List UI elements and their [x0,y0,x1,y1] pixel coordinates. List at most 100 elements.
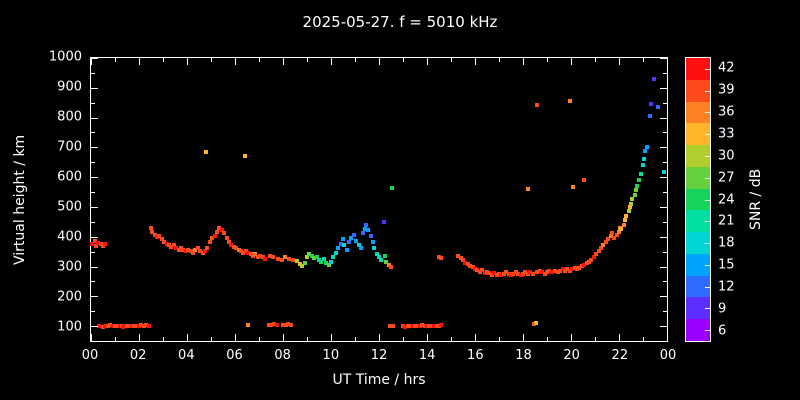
y-tick-label: 100 [57,319,82,335]
data-point [127,323,132,328]
y-tick-label: 200 [57,289,82,305]
colorbar-tick-label: 39 [718,82,735,98]
data-point [417,324,422,329]
data-point [603,240,608,245]
colorbar-segment [686,275,710,298]
data-point [305,254,309,259]
colorbar-tick-mark [705,112,710,114]
colorbar-segment [686,123,710,146]
data-point [283,323,288,328]
data-point [366,228,371,233]
y-minor-tick-mark [91,72,95,74]
colorbar-tick-mark [705,68,710,70]
data-point [584,261,589,266]
data-point [271,322,276,327]
colorbar-tick-label: 18 [718,235,735,251]
colorbar-segment [686,232,710,254]
colorbar-tick-label: 42 [718,60,735,76]
colorbar-tick-mark [705,330,710,332]
data-point [509,273,513,278]
data-point [281,322,285,327]
y-tick-mark [91,296,98,298]
data-point [203,249,207,254]
data-point [572,265,577,270]
x-tick-label: 08 [274,348,291,363]
data-point [492,271,497,276]
data-point [420,323,425,328]
x-tick-mark [667,58,668,65]
y-minor-tick-mark [663,102,667,104]
data-point [113,324,117,329]
data-point [633,188,638,193]
data-point [619,226,624,231]
data-point [159,237,164,242]
data-point [456,254,461,259]
data-point [121,324,126,329]
y-tick-mark [660,87,667,89]
data-point [155,235,159,240]
y-minor-tick-mark [663,162,667,164]
data-point [286,322,291,327]
y-tick-mark [660,117,667,119]
data-point [351,232,356,237]
x-tick-label: 04 [178,348,195,363]
colorbar-segment [686,253,710,276]
data-point [347,240,351,245]
data-point [487,271,492,276]
data-point [379,258,384,263]
data-point [567,268,572,273]
colorbar-tick-label: 15 [718,257,735,273]
data-point [302,260,307,265]
data-point [571,185,576,190]
data-point [267,253,272,258]
data-point [461,257,465,262]
data-point [295,259,300,264]
x-tick-label: 02 [129,348,147,363]
x-tick-label: 20 [563,348,580,363]
data-point [410,323,415,328]
data-point [637,177,642,182]
x-tick-mark [379,58,380,65]
x-minor-tick-mark [307,337,308,341]
data-point [289,322,294,327]
data-point [567,99,572,104]
data-point [149,225,153,230]
y-tick-label: 600 [57,169,82,185]
x-tick-mark [235,58,236,65]
y-tick-mark [91,147,98,149]
data-point [98,242,103,247]
data-point [125,324,129,329]
data-point [283,255,288,260]
data-point [384,259,389,264]
data-point [242,153,247,158]
data-point [354,238,359,243]
data-point [321,256,326,261]
data-point [336,246,341,251]
colorbar-tick-mark [705,199,710,201]
x-tick-mark [187,58,188,65]
data-point [132,324,137,329]
data-point [630,197,635,202]
y-minor-tick-mark [91,281,95,283]
y-tick-label: 800 [57,109,82,125]
data-point [560,267,565,272]
data-point [599,246,603,251]
y-tick-mark [91,206,98,208]
data-point [591,255,596,260]
x-minor-tick-mark [211,337,212,341]
data-point [468,263,473,268]
data-point [480,268,485,273]
data-point [516,271,521,276]
data-point [317,258,321,263]
x-tick-mark [571,334,572,341]
x-tick-label: 06 [226,348,243,363]
data-point [582,262,587,267]
x-tick-mark [283,334,284,341]
data-point [275,322,279,327]
data-point [531,322,536,327]
y-tick-label: 1000 [48,49,82,65]
y-minor-tick-mark [663,221,667,223]
data-point [534,320,539,325]
colorbar-tick-mark [705,134,710,136]
